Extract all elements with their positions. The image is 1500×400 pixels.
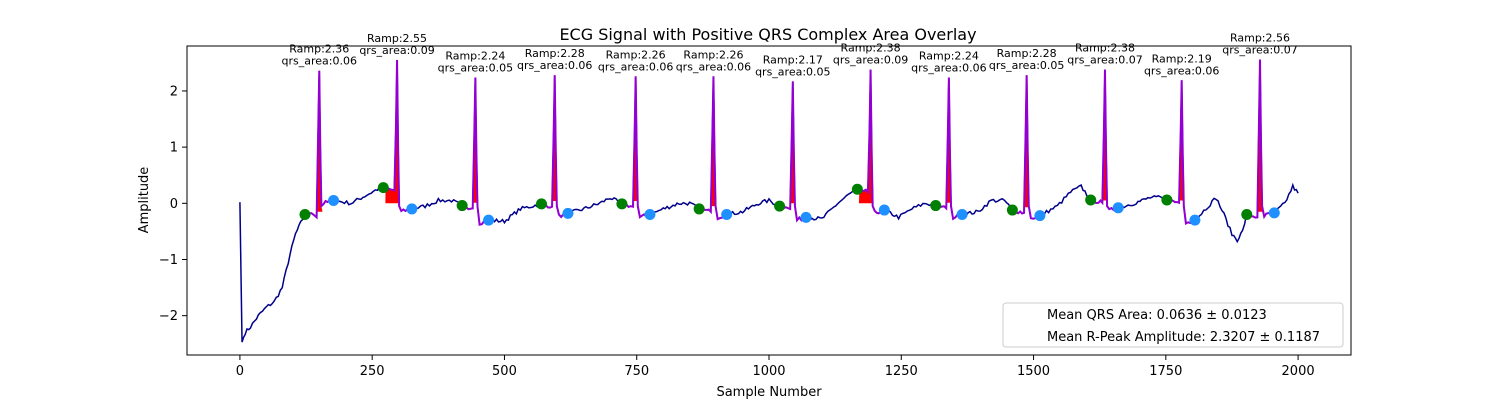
qrs-segment-line-3 [461, 77, 490, 226]
qrs-area-label-5: qrs_area:0.06 [598, 60, 673, 73]
x-tick-label: 750 [624, 364, 649, 379]
qrs-onset-marker-12 [1161, 194, 1173, 206]
qrs-area-label-13: qrs_area:0.07 [1222, 43, 1297, 56]
r-peak-amplitude-label-12: Ramp:2.19 [1152, 52, 1212, 65]
y-axis-label: Amplitude [137, 167, 152, 234]
r-peak-amplitude-label-13: Ramp:2.56 [1230, 31, 1290, 44]
qrs-offset-marker-4 [562, 207, 574, 219]
qrs-offset-marker-8 [878, 204, 890, 216]
legend-entry-r-peak: Mean R-Peak Amplitude: 2.3207 ± 0.1187 [1047, 330, 1320, 345]
axis-ticks: 0 250 500 750 1000 1250 1500 1750 2000 −2 −1 0 1 2 [159, 84, 1315, 379]
qrs-onset-marker-9 [930, 200, 942, 212]
qrs-offset-marker-1 [328, 195, 340, 206]
r-peak-amplitude-label-6: Ramp:2.26 [683, 48, 743, 61]
qrs-offset-marker-13 [1268, 207, 1280, 219]
qrs-onset-marker-4 [535, 198, 547, 210]
qrs-area-label-1: qrs_area:0.06 [282, 55, 357, 68]
r-peak-amplitude-label-1: Ramp:2.36 [289, 43, 349, 56]
qrs-offset-marker-3 [483, 214, 495, 226]
chart-title: ECG Signal with Positive QRS Complex Are… [559, 25, 976, 44]
qrs-offset-marker-9 [956, 209, 968, 221]
x-tick-label: 1750 [1149, 364, 1182, 379]
qrs-onset-marker-10 [1006, 204, 1018, 216]
qrs-onset-marker-3 [456, 200, 468, 212]
x-tick-label: 1250 [885, 364, 918, 379]
qrs-offset-marker-10 [1034, 210, 1046, 222]
qrs-area-label-3: qrs_area:0.05 [438, 61, 513, 74]
r-peak-amplitude-label-10: Ramp:2.28 [997, 47, 1057, 60]
qrs-area-label-12: qrs_area:0.06 [1144, 64, 1219, 77]
legend-box [1002, 302, 1344, 348]
plot-area [239, 59, 1299, 343]
x-tick-label: 1500 [1017, 364, 1050, 379]
r-peak-amplitude-label-2: Ramp:2.55 [367, 32, 427, 45]
r-peak-amplitude-label-3: Ramp:2.24 [445, 49, 505, 62]
r-peak-amplitude-label-7: Ramp:2.17 [763, 53, 823, 66]
r-peak-amplitude-label-9: Ramp:2.24 [919, 49, 979, 62]
x-tick-label: 2000 [1282, 364, 1315, 379]
qrs-area-label-4: qrs_area:0.06 [517, 59, 592, 72]
x-tick-label: 500 [492, 364, 517, 379]
qrs-offset-marker-7 [800, 211, 812, 223]
y-tick-label: 0 [170, 197, 178, 212]
x-tick-label: 250 [360, 364, 385, 379]
x-tick-label: 0 [236, 364, 244, 379]
qrs-offset-marker-2 [406, 203, 418, 215]
qrs-offset-marker-11 [1112, 202, 1124, 214]
qrs-offset-marker-6 [721, 209, 733, 221]
beat-annotations: Ramp:2.36qrs_area:0.06Ramp:2.55qrs_area:… [282, 31, 1298, 78]
qrs-area-label-2: qrs_area:0.09 [359, 44, 434, 57]
r-peak-amplitude-label-4: Ramp:2.28 [525, 47, 585, 60]
qrs-offset-marker-12 [1189, 214, 1201, 226]
legend: Mean QRS Area: 0.0636 ± 0.0123 Mean R-Pe… [1002, 302, 1344, 348]
y-tick-label: −2 [159, 309, 178, 324]
y-tick-label: −1 [159, 253, 178, 268]
r-peak-amplitude-label-8: Ramp:2.38 [841, 42, 901, 55]
y-tick-label: 1 [170, 141, 178, 156]
qrs-segment-line-11 [1090, 69, 1119, 212]
qrs-onset-marker-7 [774, 200, 786, 212]
qrs-area-label-6: qrs_area:0.06 [676, 60, 751, 73]
x-tick-label: 1000 [752, 364, 785, 379]
qrs-offset-marker-5 [644, 209, 656, 221]
qrs-area-label-7: qrs_area:0.05 [755, 65, 830, 78]
y-tick-label: 2 [170, 84, 178, 99]
r-peak-amplitude-label-5: Ramp:2.26 [606, 48, 666, 61]
qrs-onset-marker-8 [851, 183, 863, 195]
qrs-onset-marker-6 [693, 203, 705, 215]
x-axis-label: Sample Number [716, 385, 822, 400]
qrs-onset-marker-2 [377, 182, 389, 194]
r-peak-amplitude-label-11: Ramp:2.38 [1075, 42, 1135, 55]
qrs-onset-marker-5 [616, 198, 628, 210]
qrs-area-label-8: qrs_area:0.09 [833, 54, 908, 67]
qrs-area-label-11: qrs_area:0.07 [1067, 54, 1142, 67]
legend-entry-qrs-area: Mean QRS Area: 0.0636 ± 0.0123 [1047, 308, 1267, 323]
qrs-area-label-9: qrs_area:0.06 [911, 61, 986, 74]
qrs-onset-marker-13 [1241, 209, 1253, 221]
qrs-onset-marker-1 [299, 209, 311, 221]
qrs-segment-line-10 [1011, 75, 1041, 220]
qrs-onset-marker-11 [1085, 194, 1097, 206]
qrs-area-label-10: qrs_area:0.05 [989, 59, 1064, 72]
